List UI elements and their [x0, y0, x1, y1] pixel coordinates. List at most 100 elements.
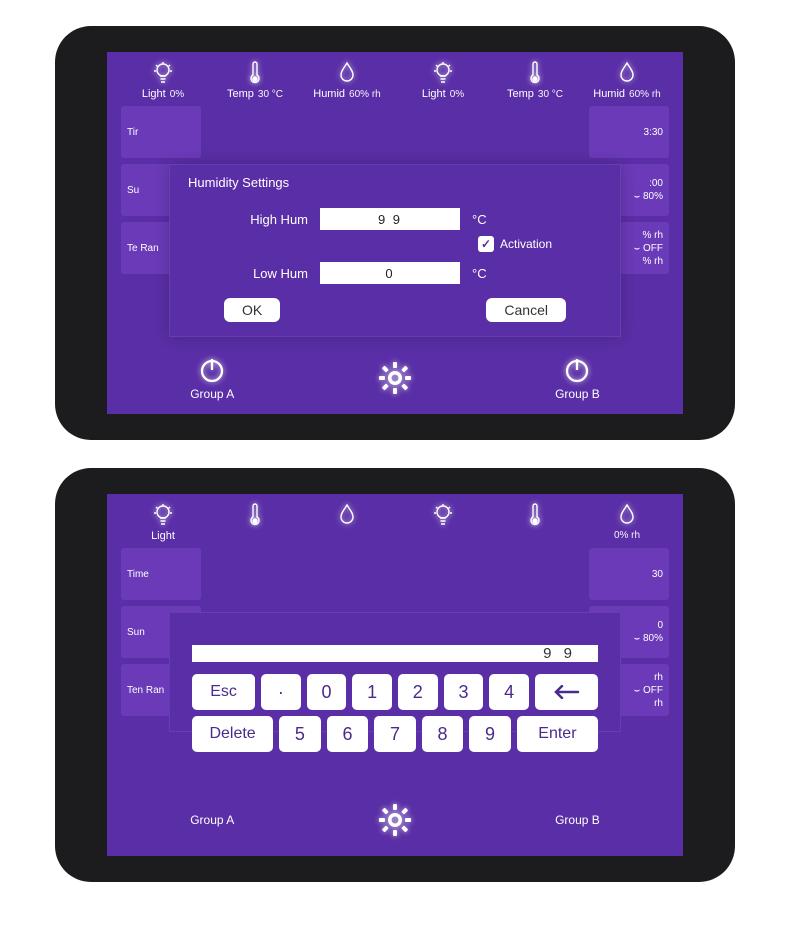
humidity-settings-modal: Humidity Settings High Hum °C ✓ Activati… — [169, 164, 621, 337]
status-temp-b[interactable]: Temp 30 °C — [491, 60, 579, 100]
humid-value: 60% rh — [349, 89, 381, 100]
status-light-b[interactable] — [399, 502, 487, 542]
status-row: Light 0% Temp 30 °C Humid 60% rh — [119, 60, 671, 100]
status-humid-b[interactable]: Humid 60% rh — [583, 60, 671, 100]
tablet-device-1: Light 0% Temp 30 °C Humid 60% rh — [55, 26, 735, 440]
screen: Light 0% Temp 30 °C Humid 60% rh — [107, 52, 683, 414]
status-right: Light 0% Temp 30 °C Humid 60% rh — [399, 60, 671, 100]
group-b-label: Group B — [555, 387, 600, 401]
status-row: Light 0% rh — [119, 502, 671, 542]
lightbulb-icon — [433, 502, 453, 528]
status-left: Light0% Temp 30 °C Humid 60% rh — [119, 60, 391, 100]
group-b-label: Group B — [555, 813, 600, 827]
thermometer-icon — [248, 60, 262, 86]
lightbulb-icon — [153, 502, 173, 528]
status-humid[interactable] — [303, 502, 391, 542]
gear-icon — [377, 802, 413, 838]
low-hum-unit: °C — [472, 266, 496, 281]
key-0[interactable]: 0 — [307, 674, 347, 710]
status-temp-b[interactable] — [491, 502, 579, 542]
settings-button[interactable] — [377, 360, 413, 396]
temp-value: 30 °C — [258, 89, 283, 100]
cancel-button[interactable]: Cancel — [486, 298, 566, 322]
droplet-icon — [338, 60, 356, 86]
status-light-b[interactable]: Light 0% — [399, 60, 487, 100]
humid-label: Humid — [593, 88, 625, 100]
gear-icon — [377, 360, 413, 396]
temp-label: Temp — [507, 88, 534, 100]
key-9[interactable]: 9 — [469, 716, 511, 752]
tile-timer[interactable]: Time — [121, 548, 201, 600]
humid-label: Humid — [313, 88, 345, 100]
group-b-button[interactable]: Group B — [555, 355, 600, 401]
key-2[interactable]: 2 — [398, 674, 438, 710]
key-3[interactable]: 3 — [444, 674, 484, 710]
content-area: Tir Su Te Ran 3:30 :00⌣ 80% % rh⌣ OFF% r… — [119, 106, 671, 348]
key-esc[interactable]: Esc — [192, 674, 255, 710]
key-dot[interactable]: · — [261, 674, 301, 710]
key-6[interactable]: 6 — [327, 716, 369, 752]
humid-value: 60% rh — [629, 89, 661, 100]
status-light[interactable]: Light — [119, 502, 207, 542]
status-left: Light — [119, 502, 391, 542]
group-a-button[interactable]: Group A — [190, 813, 234, 827]
light-label: Light — [151, 530, 175, 542]
group-a-button[interactable]: Group A — [190, 355, 234, 401]
screen: Light 0% rh Time Sun Ten Ran 30 — [107, 494, 683, 856]
activation-label: Activation — [500, 237, 552, 251]
droplet-icon — [618, 502, 636, 528]
content-area: Time Sun Ten Ran 30 0⌣ 80% rh⌣ OFFrh Esc… — [119, 548, 671, 790]
droplet-icon — [338, 502, 356, 528]
group-a-label: Group A — [190, 387, 234, 401]
key-4[interactable]: 4 — [489, 674, 529, 710]
status-temp[interactable] — [211, 502, 299, 542]
footer: Group A Group B — [119, 348, 671, 408]
status-right: 0% rh — [399, 502, 671, 542]
keypad: Esc · 0 1 2 3 4 Delete 5 6 — [192, 674, 598, 752]
lightbulb-icon — [153, 60, 173, 86]
key-delete[interactable]: Delete — [192, 716, 273, 752]
numeric-keypad-panel: Esc · 0 1 2 3 4 Delete 5 6 — [169, 612, 621, 732]
key-7[interactable]: 7 — [374, 716, 416, 752]
tile-clock[interactable]: 30 — [589, 548, 669, 600]
temp-value: 30 °C — [538, 89, 563, 100]
footer: Group A Group B — [119, 790, 671, 850]
tile-clock[interactable]: 3:30 — [589, 106, 669, 158]
high-hum-unit: °C — [472, 212, 496, 227]
modal-title: Humidity Settings — [188, 175, 602, 190]
key-8[interactable]: 8 — [422, 716, 464, 752]
thermometer-icon — [528, 502, 542, 528]
group-a-label: Group A — [190, 813, 234, 827]
ok-button[interactable]: OK — [224, 298, 280, 322]
thermometer-icon — [528, 60, 542, 86]
humid-value: 0% rh — [614, 530, 640, 541]
low-hum-label: Low Hum — [188, 266, 308, 281]
low-hum-row: Low Hum °C — [188, 262, 602, 284]
tablet-device-2: Light 0% rh Time Sun Ten Ran 30 — [55, 468, 735, 882]
light-value: 0% — [450, 89, 464, 100]
status-temp[interactable]: Temp 30 °C — [211, 60, 299, 100]
light-label: Light — [422, 88, 446, 100]
key-enter[interactable]: Enter — [517, 716, 598, 752]
key-1[interactable]: 1 — [352, 674, 392, 710]
low-hum-input[interactable] — [320, 262, 460, 284]
key-backspace[interactable] — [535, 674, 598, 710]
light-label: Light — [142, 88, 166, 100]
keypad-display[interactable] — [192, 645, 598, 662]
tile-timer[interactable]: Tir — [121, 106, 201, 158]
high-hum-input[interactable] — [320, 208, 460, 230]
droplet-icon — [618, 60, 636, 86]
high-hum-row: High Hum °C — [188, 208, 602, 230]
status-humid-b[interactable]: 0% rh — [583, 502, 671, 542]
status-humid[interactable]: Humid 60% rh — [303, 60, 391, 100]
group-b-button[interactable]: Group B — [555, 813, 600, 827]
key-5[interactable]: 5 — [279, 716, 321, 752]
high-hum-label: High Hum — [188, 212, 308, 227]
status-light[interactable]: Light0% — [119, 60, 207, 100]
temp-label: Temp — [227, 88, 254, 100]
settings-button[interactable] — [377, 802, 413, 838]
thermometer-icon — [248, 502, 262, 528]
power-icon — [197, 355, 227, 385]
activation-checkbox[interactable]: ✓ Activation — [478, 236, 602, 252]
power-icon — [562, 355, 592, 385]
